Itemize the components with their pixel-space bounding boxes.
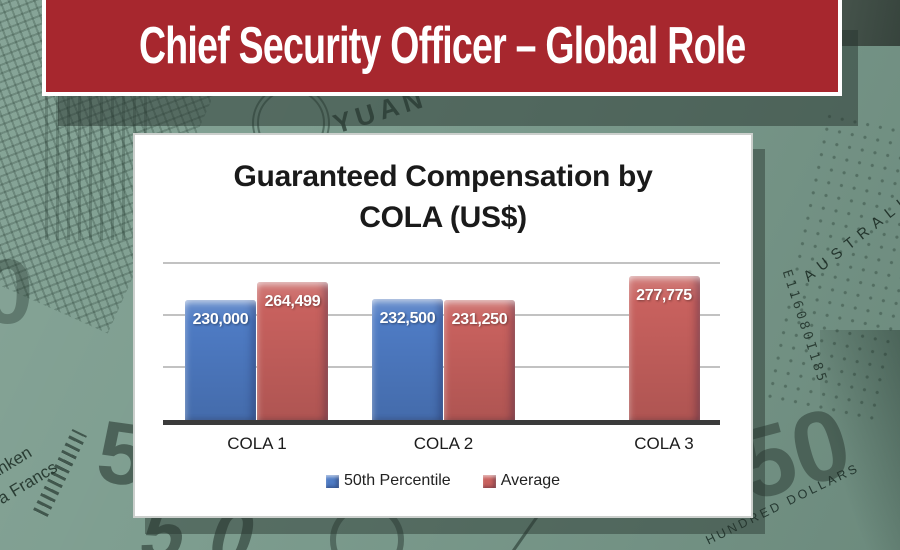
currency-barcode-texture (33, 429, 87, 517)
gridline (163, 262, 720, 264)
background-text-franken-line2: a Francs (0, 457, 61, 509)
legend-label-50th-percentile: 50th Percentile (343, 472, 451, 489)
x-axis-label-cola-1: COLA 1 (227, 434, 287, 453)
bar-average-cola-2: 231,250 (444, 300, 515, 420)
bar-value-label: 232,500 (379, 310, 436, 327)
legend-item-50th-percentile: 50th Percentile (325, 472, 451, 490)
currency-right-band (820, 330, 900, 550)
chart-title: Guaranteed Compensation by COLA (US$) (135, 157, 751, 238)
legend-label-average: Average (500, 472, 561, 489)
legend-swatch-red-icon (482, 474, 496, 488)
chart-legend: 50th Percentile Average (135, 472, 751, 490)
bar-value-label: 231,250 (451, 311, 508, 328)
x-axis-label-cola-2: COLA 2 (413, 434, 474, 453)
chart-card: Guaranteed Compensation by COLA (US$) CO… (133, 133, 753, 518)
bar-average-cola-3: 277,775 (628, 276, 700, 420)
bar-50th-percentile-cola-1: 230,000 (185, 300, 256, 420)
chart-title-line2: COLA (US$) (359, 200, 527, 234)
legend-item-average: Average (482, 472, 561, 490)
background-text-australia: AUSTRALIA (799, 181, 900, 286)
background-text-franken-line1: ranken (0, 442, 36, 486)
x-axis-label-cola-3: COLA 3 (634, 434, 694, 453)
title-banner: Chief Security Officer – Global Role (42, 0, 842, 96)
legend-swatch-blue-icon (325, 474, 339, 488)
background-text-serial: E116080I185 (778, 268, 830, 386)
chart-title-line1: Guaranteed Compensation by (233, 160, 653, 193)
currency-dark-corner (842, 0, 900, 46)
bar-average-cola-1: 264,499 (257, 282, 328, 420)
bar-value-label: 264,499 (264, 293, 321, 310)
background-text-franken: ranken a Francs (0, 433, 63, 512)
currency-dots-texture (762, 108, 900, 428)
bar-value-label: 277,775 (636, 287, 692, 304)
bar-value-label: 230,000 (192, 311, 249, 328)
banner-title: Chief Security Officer – Global Role (138, 17, 746, 75)
background-numeral-zero: 0 (0, 241, 34, 343)
bar-50th-percentile-cola-2: 232,500 (372, 299, 443, 420)
plot-area: COLA 1 COLA 2 COLA 3 230,000 264,499 232,500… (163, 252, 720, 453)
x-axis-labels: COLA 1 COLA 2 COLA 3 (163, 434, 720, 456)
